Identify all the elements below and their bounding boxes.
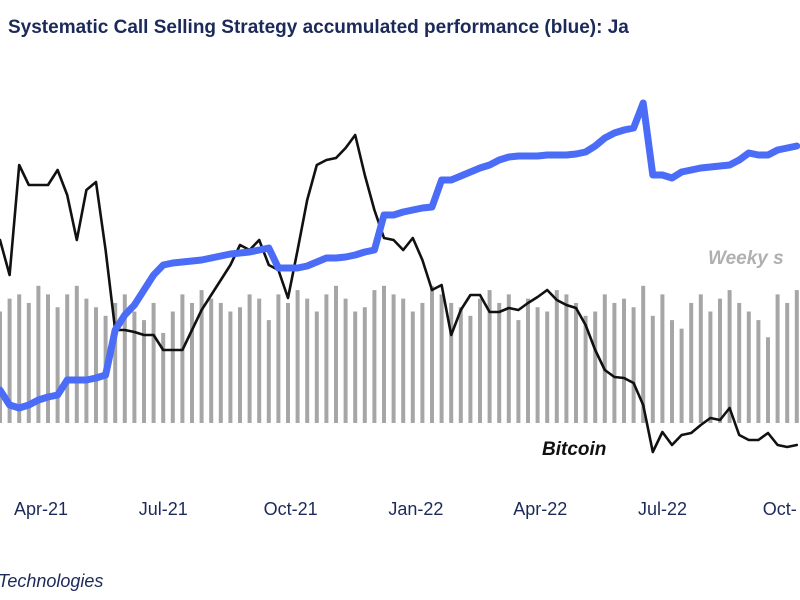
bar [391, 294, 396, 423]
bar [660, 294, 665, 423]
annotation: Bitcoin [542, 439, 606, 460]
bar [526, 298, 530, 423]
bar [286, 302, 290, 423]
bar [170, 311, 175, 423]
bar [314, 311, 319, 423]
bar [142, 320, 146, 423]
bar [545, 311, 550, 423]
bar [449, 302, 454, 423]
bar [478, 298, 482, 423]
bar [17, 294, 22, 423]
bar [0, 311, 2, 423]
bar [468, 315, 473, 423]
bar [334, 285, 338, 423]
bar [794, 290, 799, 423]
bar [26, 302, 31, 423]
bar [372, 290, 377, 423]
bar [593, 311, 598, 423]
bar [670, 320, 674, 423]
chart-title: Systematic Call Selling Strategy accumul… [8, 17, 629, 38]
bar [65, 294, 70, 423]
bar [228, 311, 233, 423]
bar [612, 302, 617, 423]
line [0, 133, 799, 454]
bar [238, 307, 242, 423]
bar [199, 290, 204, 423]
bar [180, 294, 185, 423]
bar [161, 332, 166, 423]
bar [324, 294, 329, 423]
bar [535, 307, 540, 423]
x-tick-label: Oct-21 [264, 499, 318, 519]
x-tick-label: Oct- [763, 499, 797, 519]
bar [151, 302, 156, 423]
bar [353, 311, 358, 423]
bar [46, 294, 50, 423]
bar [382, 285, 386, 423]
bar [295, 290, 300, 423]
x-tick-label: Jul-21 [139, 499, 188, 519]
bar [94, 307, 98, 423]
bar [218, 302, 223, 423]
bar [698, 294, 703, 423]
bar [247, 294, 252, 423]
x-tick-label: Jul-22 [638, 499, 687, 519]
bar [785, 302, 790, 423]
bar [554, 290, 559, 423]
bar [74, 285, 79, 423]
bar [650, 315, 655, 423]
bar [209, 298, 214, 423]
bar [679, 328, 684, 423]
bar [583, 315, 588, 423]
annotation: Weeky s [708, 248, 784, 269]
bar [708, 311, 713, 423]
bar [305, 298, 310, 423]
bar [516, 320, 521, 423]
bar [430, 285, 434, 423]
bar [487, 290, 492, 423]
bar [266, 320, 271, 423]
bar [737, 302, 742, 423]
bar [132, 311, 137, 423]
x-tick-label: Apr-21 [14, 499, 68, 519]
bar [122, 294, 127, 423]
bar [7, 298, 12, 423]
bar [727, 290, 732, 423]
bar [55, 307, 60, 423]
bar [401, 298, 406, 423]
bar [756, 320, 761, 423]
bar [410, 311, 415, 423]
x-tick-label: Apr-22 [513, 499, 567, 519]
bar [84, 298, 89, 423]
bar [506, 294, 511, 423]
bar [602, 294, 607, 423]
bar [641, 285, 646, 423]
bar [113, 302, 118, 423]
bar [746, 311, 751, 423]
bar [689, 302, 694, 423]
bar [458, 307, 463, 423]
bar [622, 298, 626, 423]
bar [564, 294, 569, 423]
bar [574, 302, 578, 423]
line [0, 99, 800, 412]
bar [631, 307, 636, 423]
bar [718, 298, 722, 423]
bar [190, 302, 194, 423]
bar [362, 307, 367, 423]
bar [775, 294, 780, 423]
bar [497, 302, 502, 423]
bar [276, 294, 281, 423]
bar [343, 298, 348, 423]
bar [257, 298, 262, 423]
x-tick-label: Jan-22 [388, 499, 443, 519]
bar [766, 337, 770, 423]
bar [36, 285, 41, 423]
bar [420, 302, 425, 423]
source: Technologies [0, 571, 103, 591]
bar [439, 294, 444, 423]
